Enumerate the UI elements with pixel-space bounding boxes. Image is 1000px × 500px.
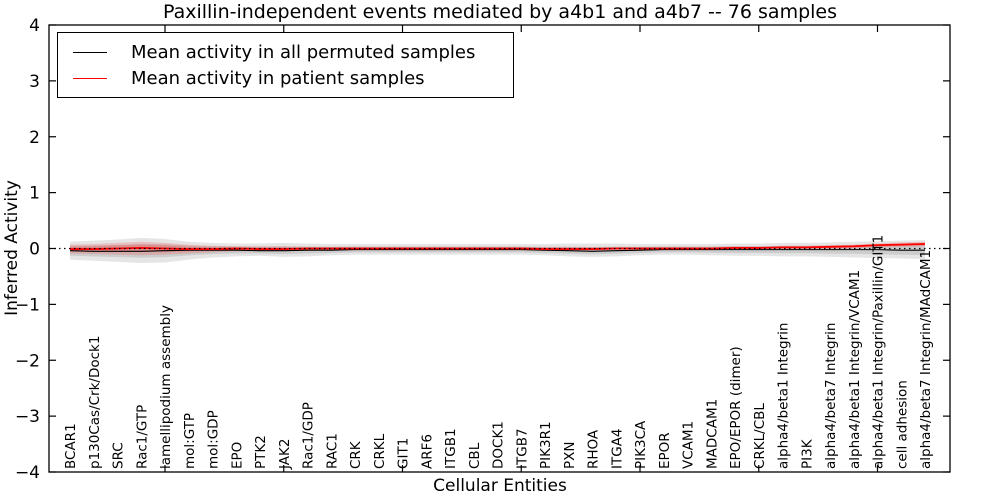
permuted-mean-line xyxy=(69,249,925,252)
y-tick-label: 2 xyxy=(29,128,40,148)
x-category-label: cell adhesion xyxy=(894,380,910,469)
x-category-label: Rac1/GDP xyxy=(301,402,317,469)
x-category-label: CRKL xyxy=(372,433,388,469)
x-category-label: ITGB7 xyxy=(514,428,530,469)
y-tick-label: 4 xyxy=(29,16,40,36)
x-category-label: ITGB1 xyxy=(443,428,459,469)
x-category-label: lamellipodium assembly xyxy=(158,305,174,469)
x-category-label: PXN xyxy=(562,442,578,470)
x-category-label: alpha4/beta7 Integrin xyxy=(823,323,839,469)
y-tick-label: 0 xyxy=(29,240,40,260)
x-category-label: mol:GDP xyxy=(206,410,222,469)
legend-label-patient: Mean activity in patient samples xyxy=(131,67,425,89)
legend-row-permuted: Mean activity in all permuted samples xyxy=(73,39,505,65)
x-category-label: PIK3R1 xyxy=(538,421,554,469)
patient-mean-line xyxy=(70,243,926,250)
legend: Mean activity in all permuted samples Me… xyxy=(57,32,514,98)
x-category-label: p130Cas/Crk/Dock1 xyxy=(87,336,103,469)
x-category-label: ITGA4 xyxy=(609,428,625,469)
x-axis-title: Cellular Entities xyxy=(433,476,567,496)
chart-title: Paxillin-independent events mediated by … xyxy=(162,1,838,23)
y-tick-label: 3 xyxy=(29,72,40,92)
x-category-label: CRKL/CBL xyxy=(752,403,768,469)
legend-row-patient: Mean activity in patient samples xyxy=(73,65,505,91)
x-category-label: EPOR xyxy=(657,432,673,469)
x-category-label: DOCK1 xyxy=(491,421,507,469)
x-category-label: GIT1 xyxy=(396,438,412,469)
x-category-label: EPO xyxy=(229,442,245,469)
x-category-label: BCAR1 xyxy=(63,423,79,469)
y-tick-label: −3 xyxy=(15,407,40,427)
permuted-line-swatch xyxy=(73,51,107,53)
y-axis-title: Inferred Activity xyxy=(2,180,22,316)
legend-label-permuted: Mean activity in all permuted samples xyxy=(131,41,476,63)
x-category-label: SRC xyxy=(111,442,127,469)
x-category-label: VCAM1 xyxy=(681,421,697,469)
x-category-label: CRK xyxy=(348,440,364,469)
x-category-label: alpha4/beta1 Integrin/Paxillin/GIT1 xyxy=(871,235,887,469)
x-category-label: RHOA xyxy=(586,429,602,469)
y-tick-label: 1 xyxy=(29,184,40,204)
x-category-label: mol:GTP xyxy=(182,413,198,469)
x-category-label: alpha4/beta1 Integrin/VCAM1 xyxy=(847,270,863,469)
y-tick-label: −1 xyxy=(15,295,40,315)
x-category-label: Rac1/GTP xyxy=(134,405,150,469)
x-category-label: PI3K xyxy=(799,438,815,469)
x-category-label: MADCAM1 xyxy=(704,399,720,469)
x-category-label: JAK2 xyxy=(277,439,293,470)
x-category-label: PTK2 xyxy=(253,435,269,469)
x-category-label: EPO/EPOR (dimer) xyxy=(728,346,744,469)
x-category-label: alpha4/beta7 Integrin/MAdCAM1 xyxy=(918,250,934,469)
permuted-samples-range-band-core xyxy=(70,243,925,258)
x-category-label: ARF6 xyxy=(419,434,435,469)
x-category-label: PIK3CA xyxy=(633,420,649,469)
y-tick-label: −2 xyxy=(15,351,40,371)
x-category-label: alpha4/beta1 Integrin xyxy=(776,323,792,469)
x-category-label: RAC1 xyxy=(324,433,340,469)
x-category-label: CBL xyxy=(467,442,483,469)
patient-line-swatch xyxy=(73,77,107,79)
permuted-samples-range-band xyxy=(70,237,925,264)
y-tick-label: −4 xyxy=(15,463,40,483)
